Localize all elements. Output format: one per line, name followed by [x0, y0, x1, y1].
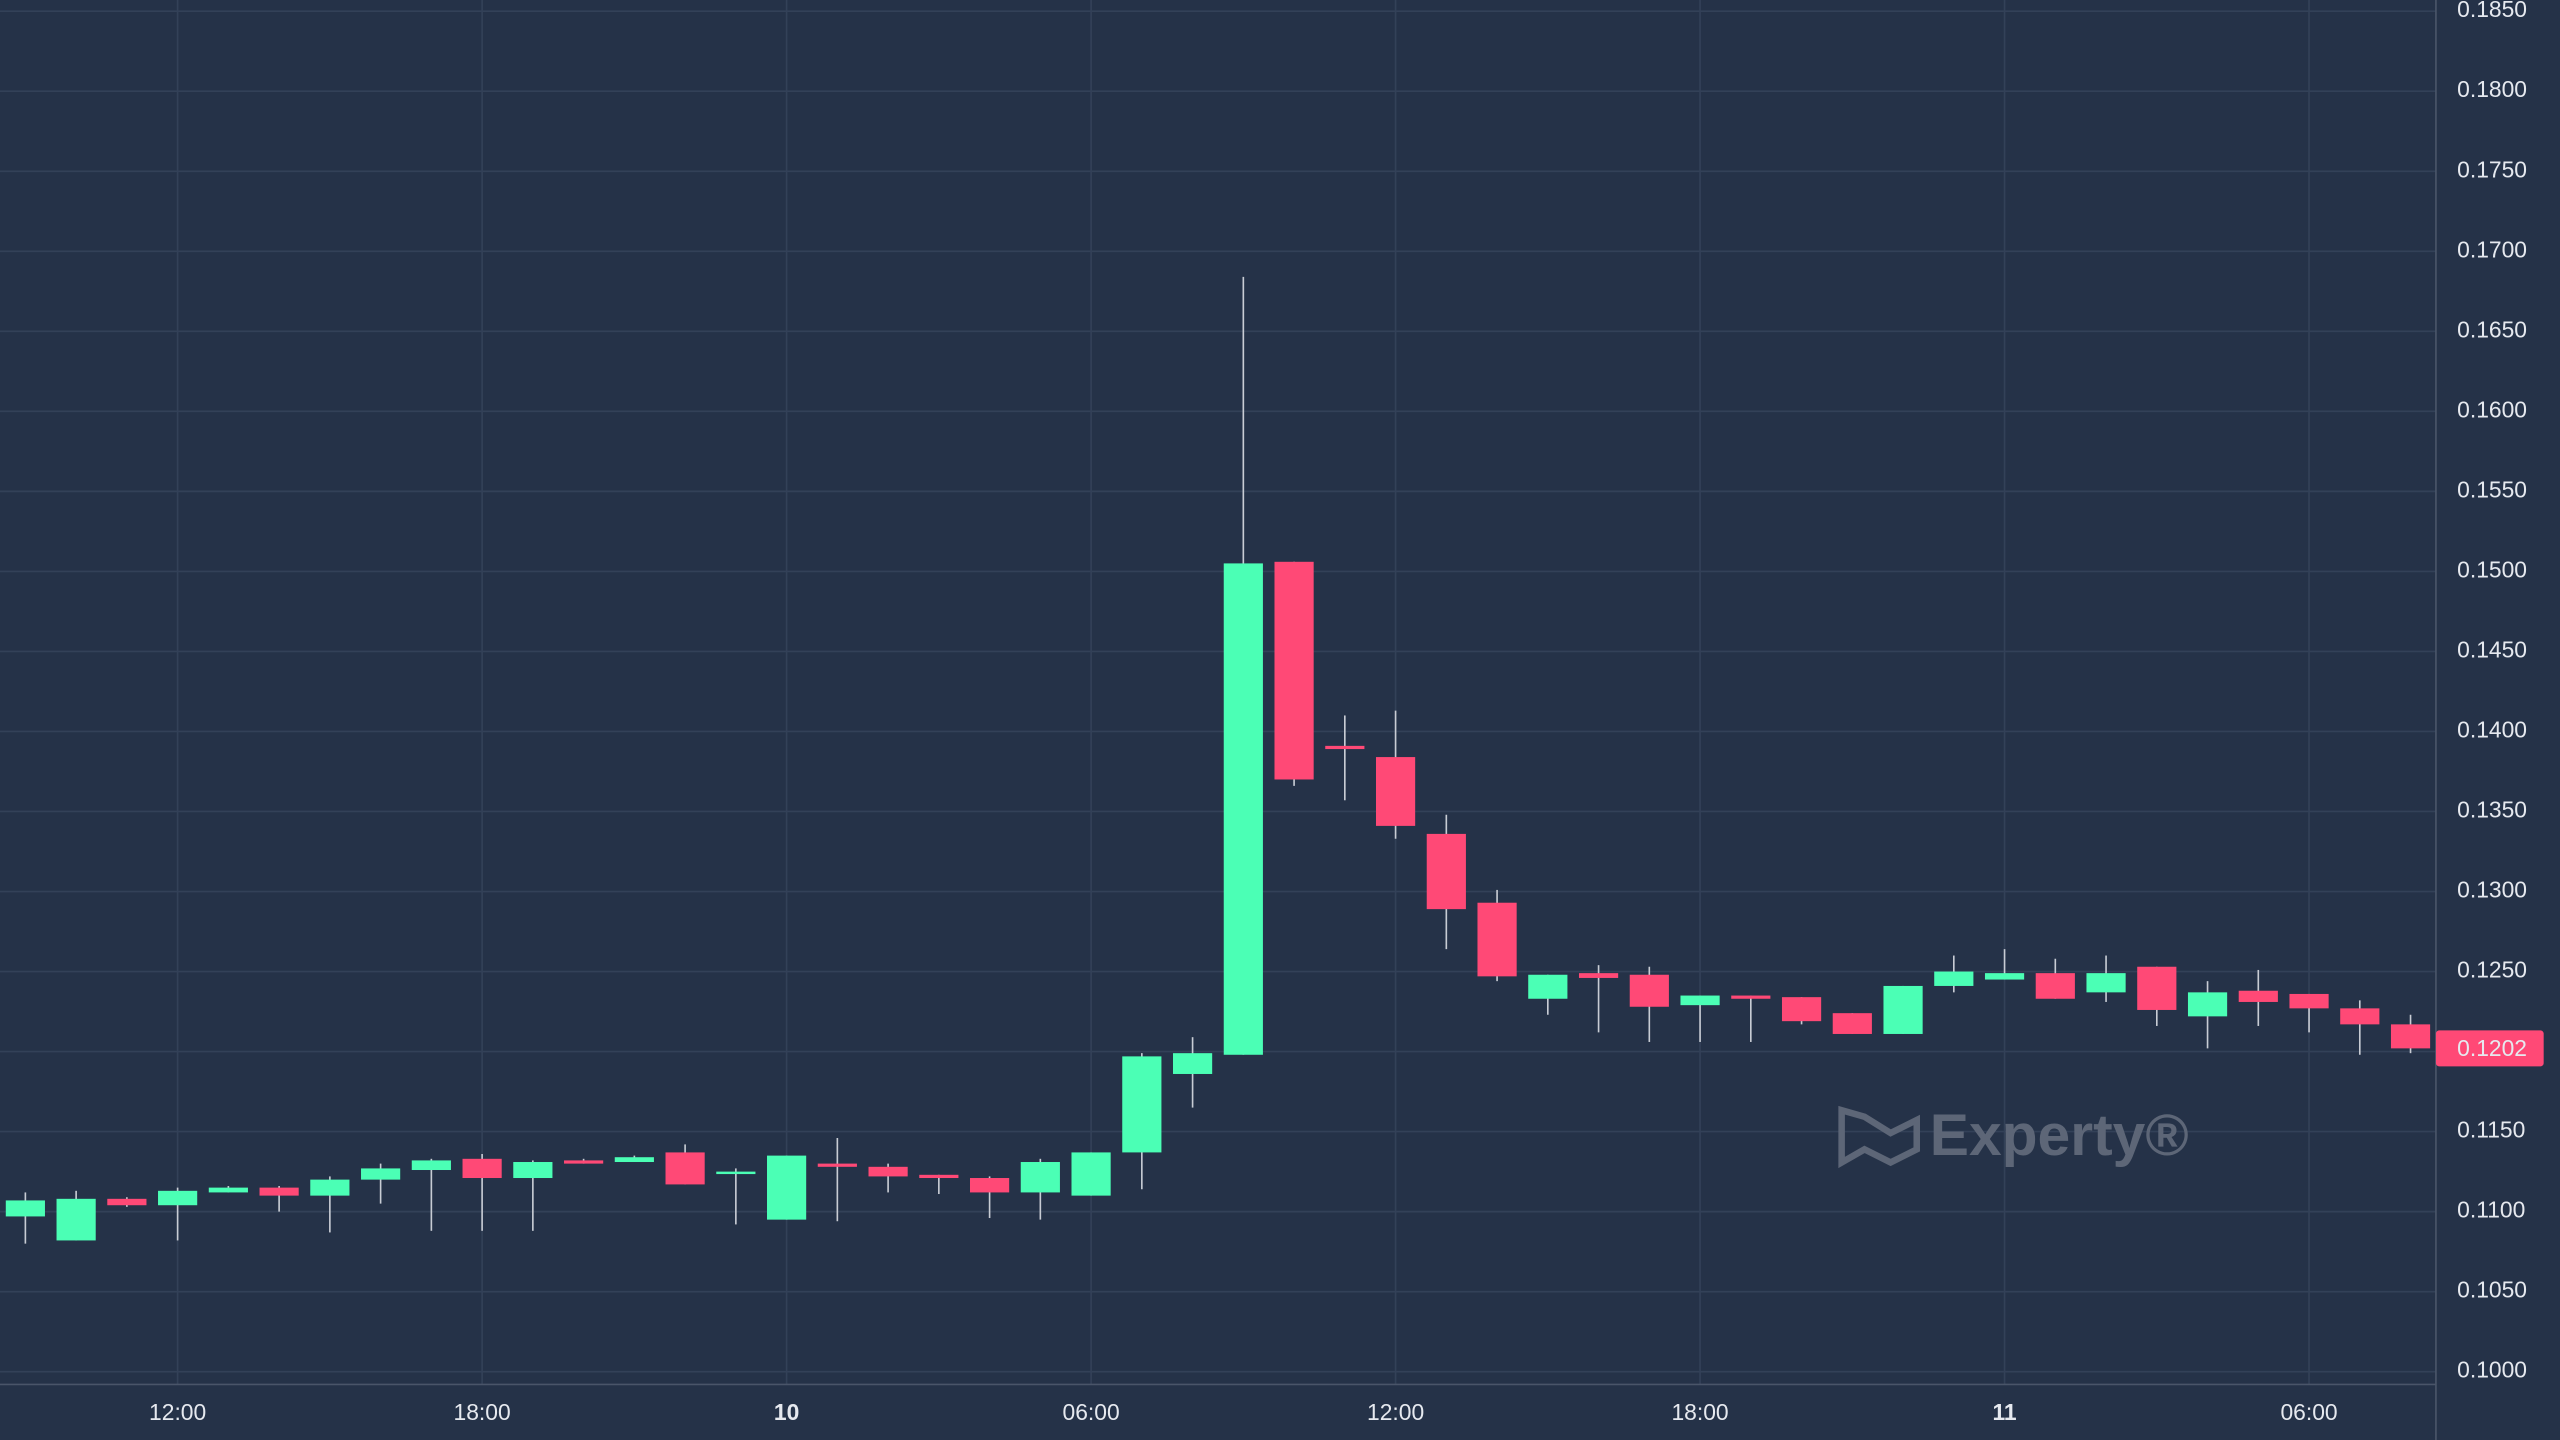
y-tick-label: 0.1500 [2457, 556, 2527, 582]
y-tick-label: 0.1400 [2457, 716, 2527, 742]
last-price-box [2435, 1030, 2544, 1067]
x-tick-label: 12:00 [1367, 1399, 1424, 1425]
candle-body [2238, 990, 2278, 1002]
candle-body [1375, 757, 1416, 826]
candles [5, 276, 2431, 1244]
candle-body [1781, 997, 1822, 1022]
candle-body [411, 1160, 451, 1171]
watermark: Experty® [1930, 1103, 2189, 1168]
y-tick-label: 0.1600 [2457, 396, 2527, 422]
y-tick-label: 0.1700 [2457, 236, 2527, 262]
x-tick-label: 18:00 [454, 1399, 511, 1425]
candle-body [1680, 995, 1720, 1006]
candle-body [361, 1168, 401, 1180]
candle-body [2340, 1008, 2380, 1025]
x-tick-label: 18:00 [1671, 1399, 1728, 1425]
candle-body [462, 1158, 502, 1179]
candle-body [1426, 833, 1466, 910]
candle-body [970, 1178, 1010, 1193]
candle-body [665, 1152, 705, 1185]
candle-body [208, 1187, 248, 1193]
candle-body [1934, 971, 1974, 986]
candle-body [2137, 966, 2177, 1010]
candle-body [767, 1155, 807, 1220]
candle-body [1071, 1152, 1111, 1196]
axes: 0.10000.10500.11000.11500.12000.12500.13… [149, 0, 2544, 1425]
last-price-label: 0.1202 [2457, 1035, 2527, 1061]
y-tick-label: 0.1350 [2457, 797, 2527, 823]
x-tick-label: 11 [1992, 1399, 2016, 1425]
x-tick-label: 12:00 [149, 1399, 206, 1425]
y-tick-label: 0.1850 [2457, 0, 2527, 22]
y-tick-label: 0.1650 [2457, 316, 2527, 342]
candle-body [1477, 902, 1517, 977]
candle-body [107, 1198, 147, 1206]
candle-body [513, 1162, 553, 1179]
y-tick-label: 0.1000 [2457, 1357, 2527, 1383]
candle-body [1832, 1013, 1872, 1034]
candle-body [1325, 745, 1365, 750]
candle-body [2086, 973, 2126, 993]
candle-body [1528, 974, 1568, 999]
watermark-logo [1838, 1105, 1920, 1169]
y-tick-label: 0.1800 [2457, 76, 2527, 102]
y-tick-label: 0.1100 [2457, 1197, 2525, 1223]
candle-body [158, 1190, 198, 1206]
candle-body [1578, 973, 1619, 978]
candle-body [919, 1174, 959, 1179]
y-tick-label: 0.1750 [2457, 156, 2527, 182]
candle-body [259, 1187, 299, 1196]
candle-body [614, 1157, 654, 1163]
candle-body [2289, 993, 2329, 1009]
candle-body [2187, 992, 2228, 1017]
y-tick-label: 0.1150 [2457, 1117, 2525, 1143]
candle-body [716, 1171, 756, 1175]
candle-body [2390, 1024, 2431, 1049]
candle-body [1731, 995, 1771, 999]
candle-body [817, 1163, 857, 1167]
candle-body [2035, 973, 2075, 999]
y-tick-label: 0.1250 [2457, 957, 2527, 983]
x-tick-label: 10 [774, 1399, 799, 1425]
candle-body [310, 1179, 350, 1196]
candle-body [1984, 973, 2025, 980]
y-tick-label: 0.1550 [2457, 476, 2527, 502]
candle-body [1883, 985, 1923, 1034]
x-tick-label: 06:00 [1063, 1399, 1120, 1425]
candle-body [1122, 1056, 1162, 1153]
grid [0, 0, 2436, 1385]
candle-body [5, 1200, 45, 1217]
candle-body [1274, 561, 1314, 780]
candle-body [1172, 1053, 1213, 1074]
candle-body [868, 1166, 908, 1177]
candle-body [56, 1198, 96, 1241]
y-tick-label: 0.1450 [2457, 636, 2527, 662]
y-tick-label: 0.1050 [2457, 1277, 2527, 1303]
y-tick-label: 0.1300 [2457, 877, 2527, 903]
candle-body [1629, 974, 1669, 1007]
candle-body [1020, 1162, 1060, 1193]
x-tick-label: 06:00 [2280, 1399, 2337, 1425]
candle-body [1223, 563, 1263, 1055]
candle-body [564, 1160, 604, 1164]
